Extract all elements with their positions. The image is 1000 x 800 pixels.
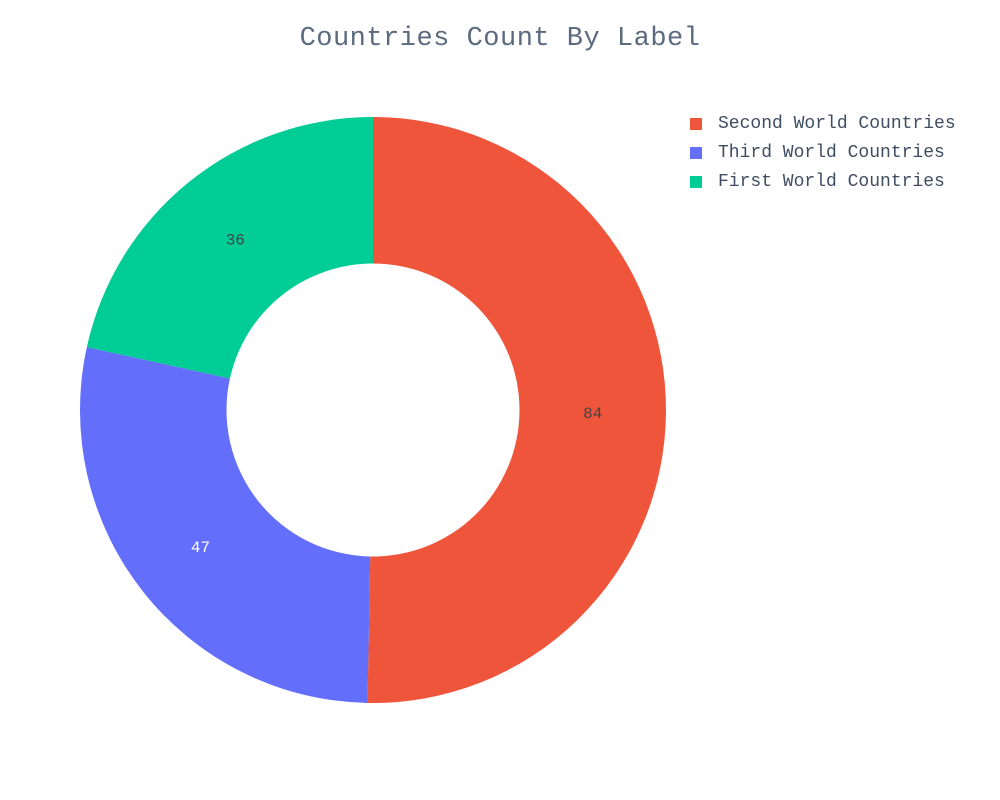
donut-slice-1[interactable] bbox=[367, 117, 667, 704]
slice-value-label: 47 bbox=[191, 539, 210, 557]
legend-item[interactable]: Third World Countries bbox=[690, 138, 956, 167]
legend-swatch bbox=[690, 146, 702, 159]
legend-label: Second World Countries bbox=[718, 113, 956, 134]
donut-slice-2[interactable] bbox=[79, 347, 371, 703]
legend-swatch bbox=[690, 117, 702, 130]
chart-title: Countries Count By Label bbox=[299, 24, 701, 54]
donut-slice-3[interactable] bbox=[86, 117, 373, 379]
slice-value-label: 36 bbox=[226, 232, 245, 250]
legend-item[interactable]: Second World Countries bbox=[690, 109, 956, 138]
legend: Second World Countries Third World Countr… bbox=[690, 109, 956, 196]
slice-value-label: 84 bbox=[583, 405, 602, 423]
legend-swatch bbox=[690, 175, 702, 188]
legend-label: Third World Countries bbox=[718, 142, 945, 163]
legend-item[interactable]: First World Countries bbox=[690, 167, 956, 196]
legend-label: First World Countries bbox=[718, 171, 945, 192]
